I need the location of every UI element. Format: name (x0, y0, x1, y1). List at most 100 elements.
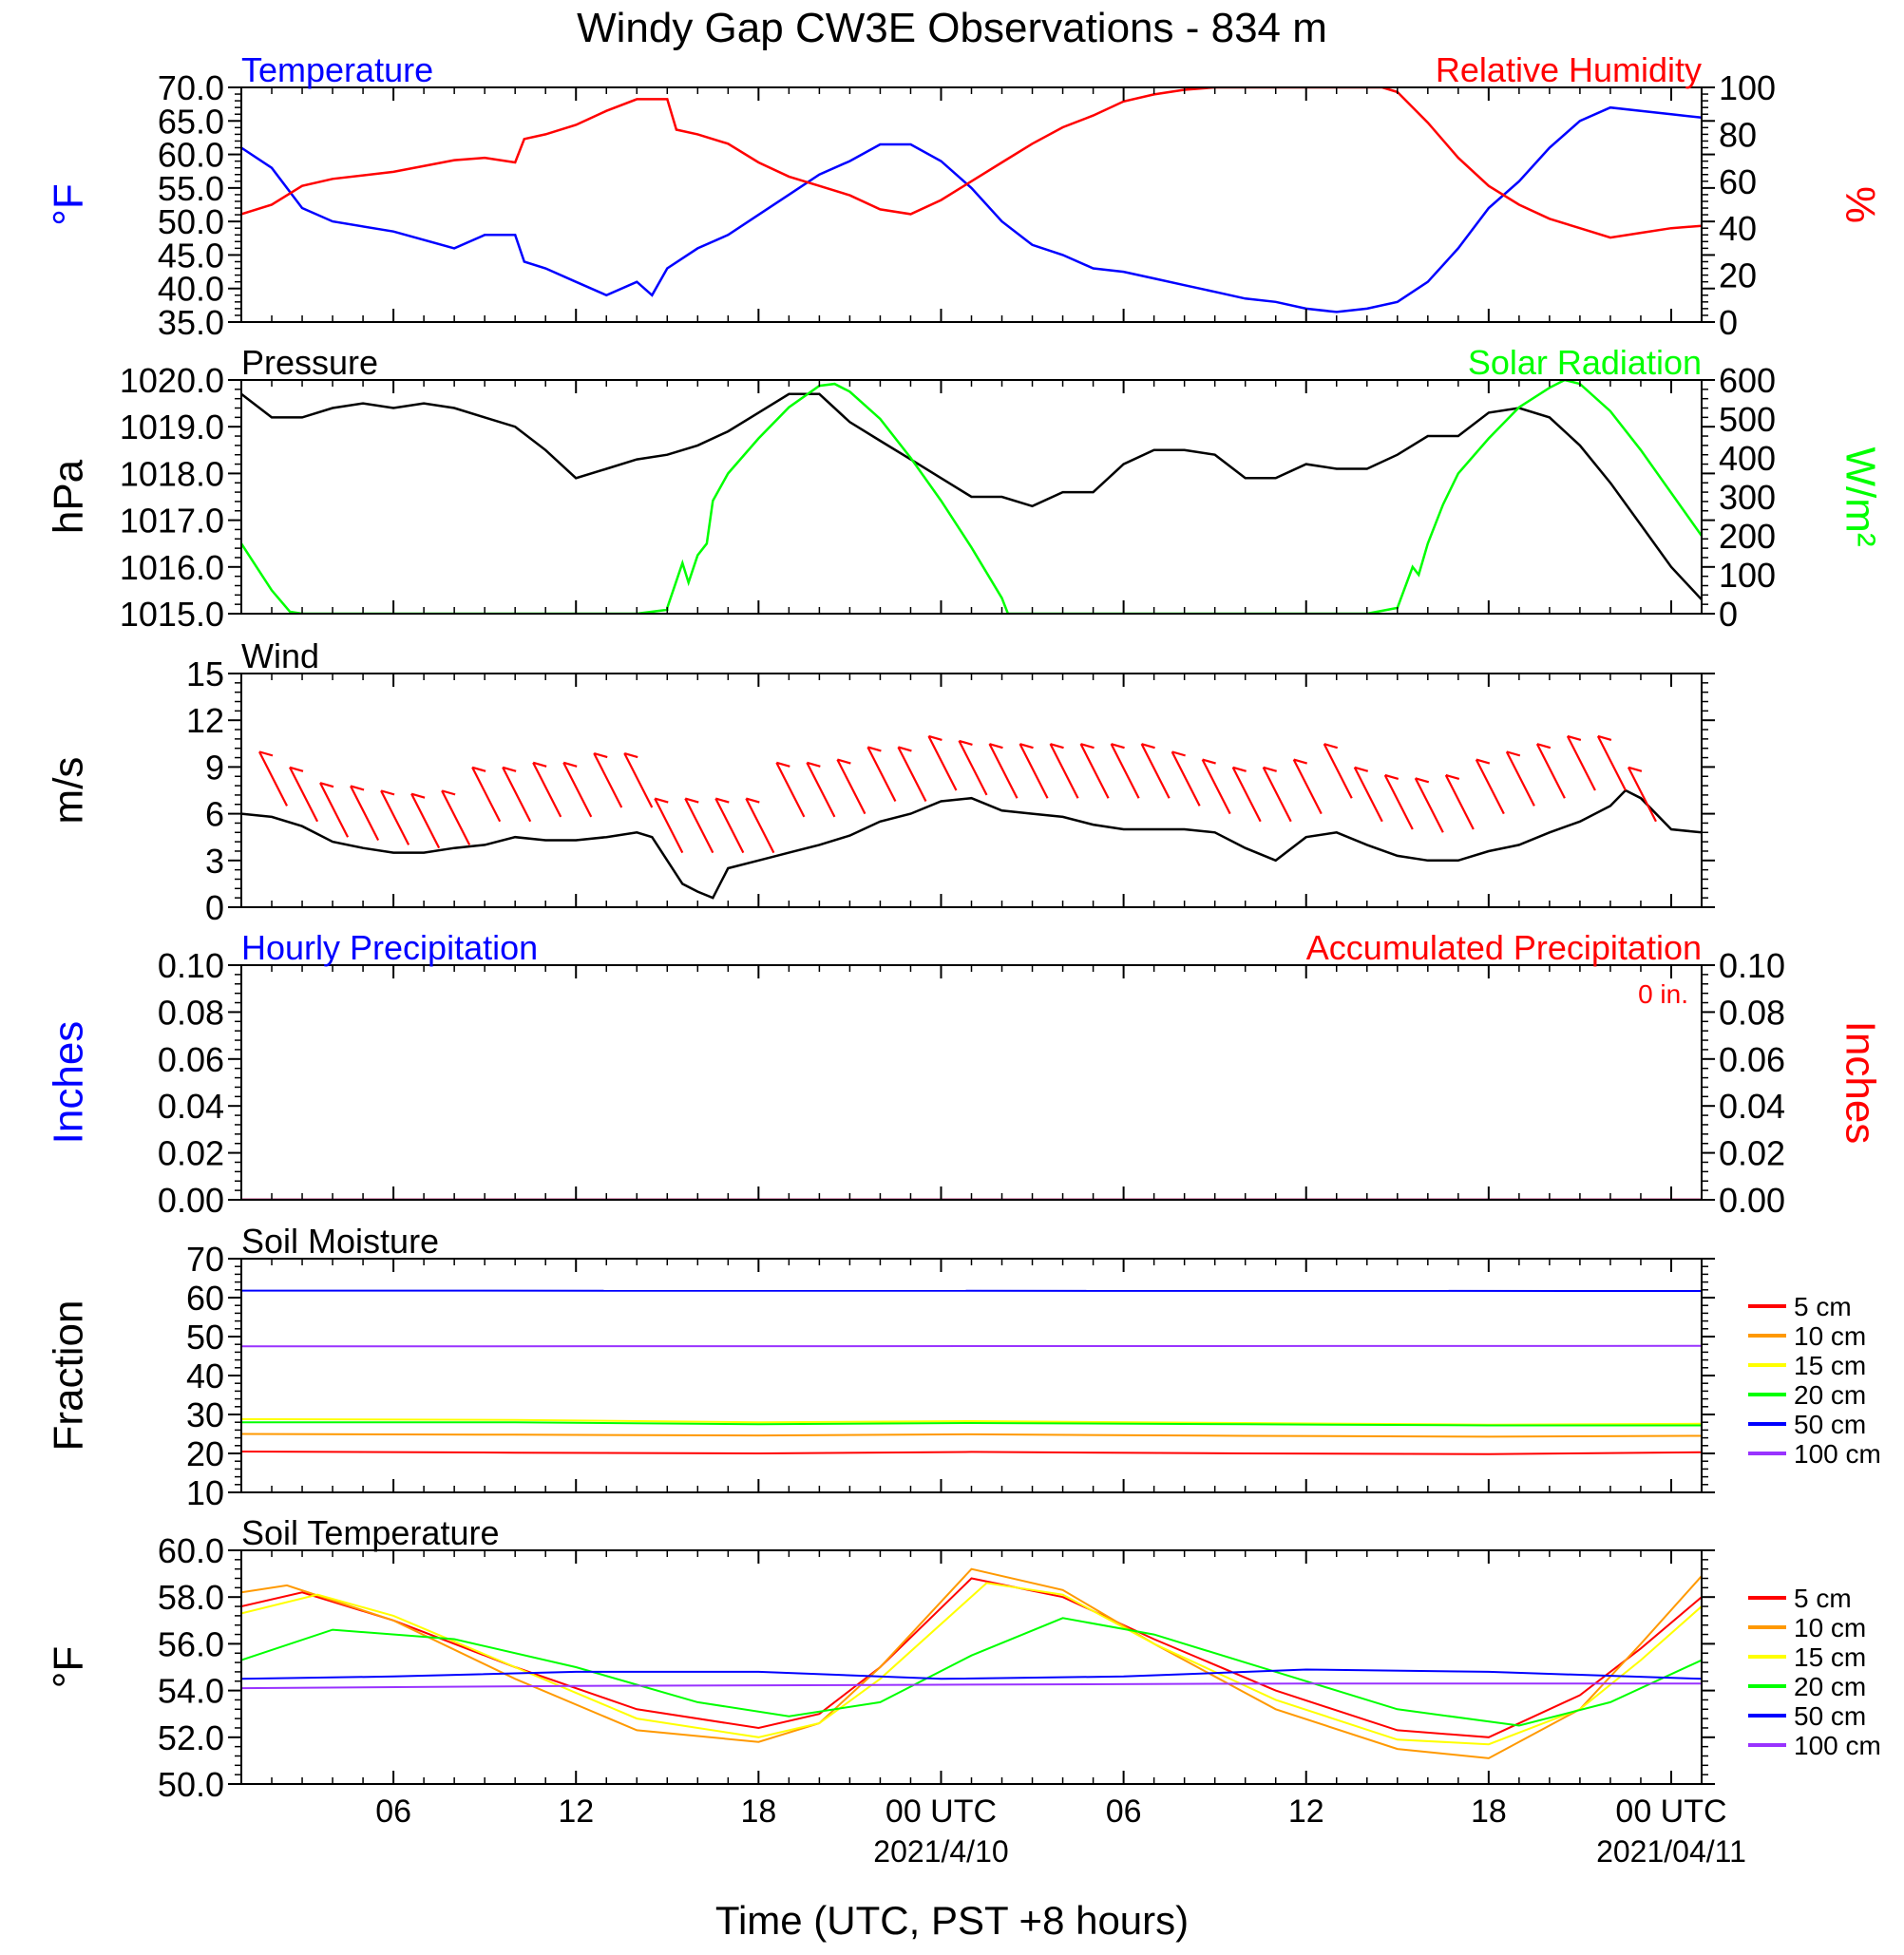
y-tick-label-left: 58.0 (158, 1578, 224, 1617)
wind-barb-flag (714, 797, 730, 804)
wind-barb-staff (1079, 743, 1110, 799)
wind-barb-flag (410, 792, 426, 799)
y-tick-label-left: 3 (205, 842, 224, 881)
wind-barb-flag (441, 789, 456, 796)
wind-barb-staff (1171, 750, 1201, 807)
wind-barb (745, 797, 775, 854)
wind-barb-staff (806, 762, 836, 818)
x-axis-label: Time (UTC, PST +8 hours) (715, 1898, 1189, 1943)
y-tick-label-right: 200 (1719, 517, 1776, 556)
wind-barb (532, 761, 562, 818)
y-axis-label-right: Inches (1837, 1021, 1884, 1145)
wind-barb-staff (1292, 759, 1323, 815)
panel-temp_rh: 35.040.045.050.055.060.065.070.0 0 20 40 60 8… (46, 50, 1884, 342)
panel-pressure_solar: 1015.0 1016.0 1017.0 1018.0 1019.0 1020.0 0100… (46, 343, 1884, 634)
wind-barb (410, 792, 441, 849)
wind-barb (1414, 777, 1444, 833)
y-tick-label-left: 1015.0 (120, 595, 224, 634)
series-line-100-cm (241, 1682, 1702, 1690)
y-tick-label-left: 65.0 (158, 102, 224, 141)
y-tick-label-left: 50.0 (158, 1765, 224, 1804)
series-line-pressure (241, 392, 1702, 601)
wind-barb-flag (380, 789, 395, 796)
wind-barb (1110, 743, 1140, 799)
y-tick-label-left: 1018.0 (120, 454, 224, 493)
wind-barb-flag (1597, 734, 1612, 742)
wind-barb-flag (807, 761, 821, 768)
y-tick-label-left: 20 (186, 1434, 224, 1473)
y-tick-label-right: 60 (1719, 162, 1757, 201)
y-tick-label-left: 0.08 (158, 993, 224, 1032)
y-tick-label-left: 12 (186, 701, 224, 740)
y-tick-label-left: 35.0 (158, 303, 224, 342)
y-tick-label-left: 40.0 (158, 270, 224, 309)
series-line-temperature (241, 105, 1702, 313)
wind-barb-flag (1536, 743, 1552, 750)
wind-barb-staff (927, 735, 958, 791)
wind-barb-staff (1627, 767, 1657, 823)
y-tick-label-left: 6 (205, 795, 224, 834)
wind-barb-flag (1019, 743, 1034, 750)
wind-barb-staff (1110, 743, 1140, 799)
wind-barb-staff (654, 798, 684, 854)
plot-frame (240, 673, 1703, 908)
accumulated-total: 0 in. (1638, 979, 1688, 1009)
wind-barb-staff (836, 759, 866, 815)
wind-barb-flag (1232, 766, 1247, 772)
wind-barb (897, 746, 927, 802)
wind-barb (562, 761, 593, 818)
y-tick-label-left: 50 (186, 1318, 224, 1357)
wind-barb (1475, 758, 1505, 815)
wind-barb-staff (562, 762, 593, 818)
wind-barb (958, 739, 988, 796)
wind-barb-flag (1111, 743, 1125, 750)
wind-barb-flag (1445, 773, 1460, 781)
series-line-relative-humidity (241, 87, 1702, 239)
wind-barb (1566, 734, 1596, 791)
series-line-5-cm (241, 1577, 1702, 1738)
wind-barb-flag (867, 746, 882, 752)
wind-barb-flag (746, 797, 760, 804)
wind-barb-flag (319, 782, 334, 788)
wind-barb (1171, 750, 1201, 807)
y-tick-label-right: 600 (1719, 361, 1776, 400)
wind-barb (471, 766, 502, 823)
y-axis-label-left: °F (46, 183, 92, 225)
wind-barb-flag (837, 758, 851, 765)
wind-barb (1049, 743, 1079, 799)
wind-barb-flag (1050, 743, 1064, 750)
panel-title-right: Solar Radiation (1468, 343, 1702, 382)
wind-barb-flag (898, 746, 912, 752)
wind-barb-flag (989, 743, 1003, 750)
y-tick-label-right: 0.04 (1719, 1087, 1785, 1126)
wind-barb-flag (928, 734, 942, 742)
legend-label: 15 cm (1794, 1642, 1866, 1672)
wind-barb (1231, 766, 1262, 823)
x-tick-label: 00 UTC (885, 1794, 997, 1830)
y-tick-label-left: 54.0 (158, 1672, 224, 1711)
panel-title-left: Pressure (241, 343, 378, 382)
legend-label: 10 cm (1794, 1613, 1866, 1642)
wind-barb (1140, 743, 1171, 799)
wind-barb-flag (684, 797, 699, 804)
wind-barb-flag (1293, 758, 1307, 765)
x-tick-label: 18 (740, 1794, 776, 1830)
y-tick-label-left: 1017.0 (120, 502, 224, 541)
wind-barb-flag (1080, 743, 1095, 750)
plot-frame (240, 1258, 1703, 1493)
y-tick-label-right: 0.08 (1719, 993, 1785, 1032)
panel-title-left: Soil Temperature (241, 1513, 499, 1552)
wind-barb (1596, 734, 1627, 791)
wind-barb (1383, 773, 1414, 830)
legend-label: 20 cm (1794, 1380, 1866, 1410)
wind-barb (1079, 743, 1110, 799)
y-tick-label-left: 30 (186, 1395, 224, 1434)
y-tick-label-left: 56.0 (158, 1624, 224, 1663)
panel-soil_temp: 50.0 52.0 54.0 56.0 58.0 60.0 Soil Temperature… (46, 1513, 1881, 1804)
y-axis-label-right: W/m² (1837, 446, 1884, 546)
y-tick-label-left: 52.0 (158, 1718, 224, 1757)
y-tick-label-right: 100 (1719, 68, 1776, 107)
y-tick-label-left: 0.02 (158, 1134, 224, 1173)
wind-barb (1505, 750, 1535, 807)
